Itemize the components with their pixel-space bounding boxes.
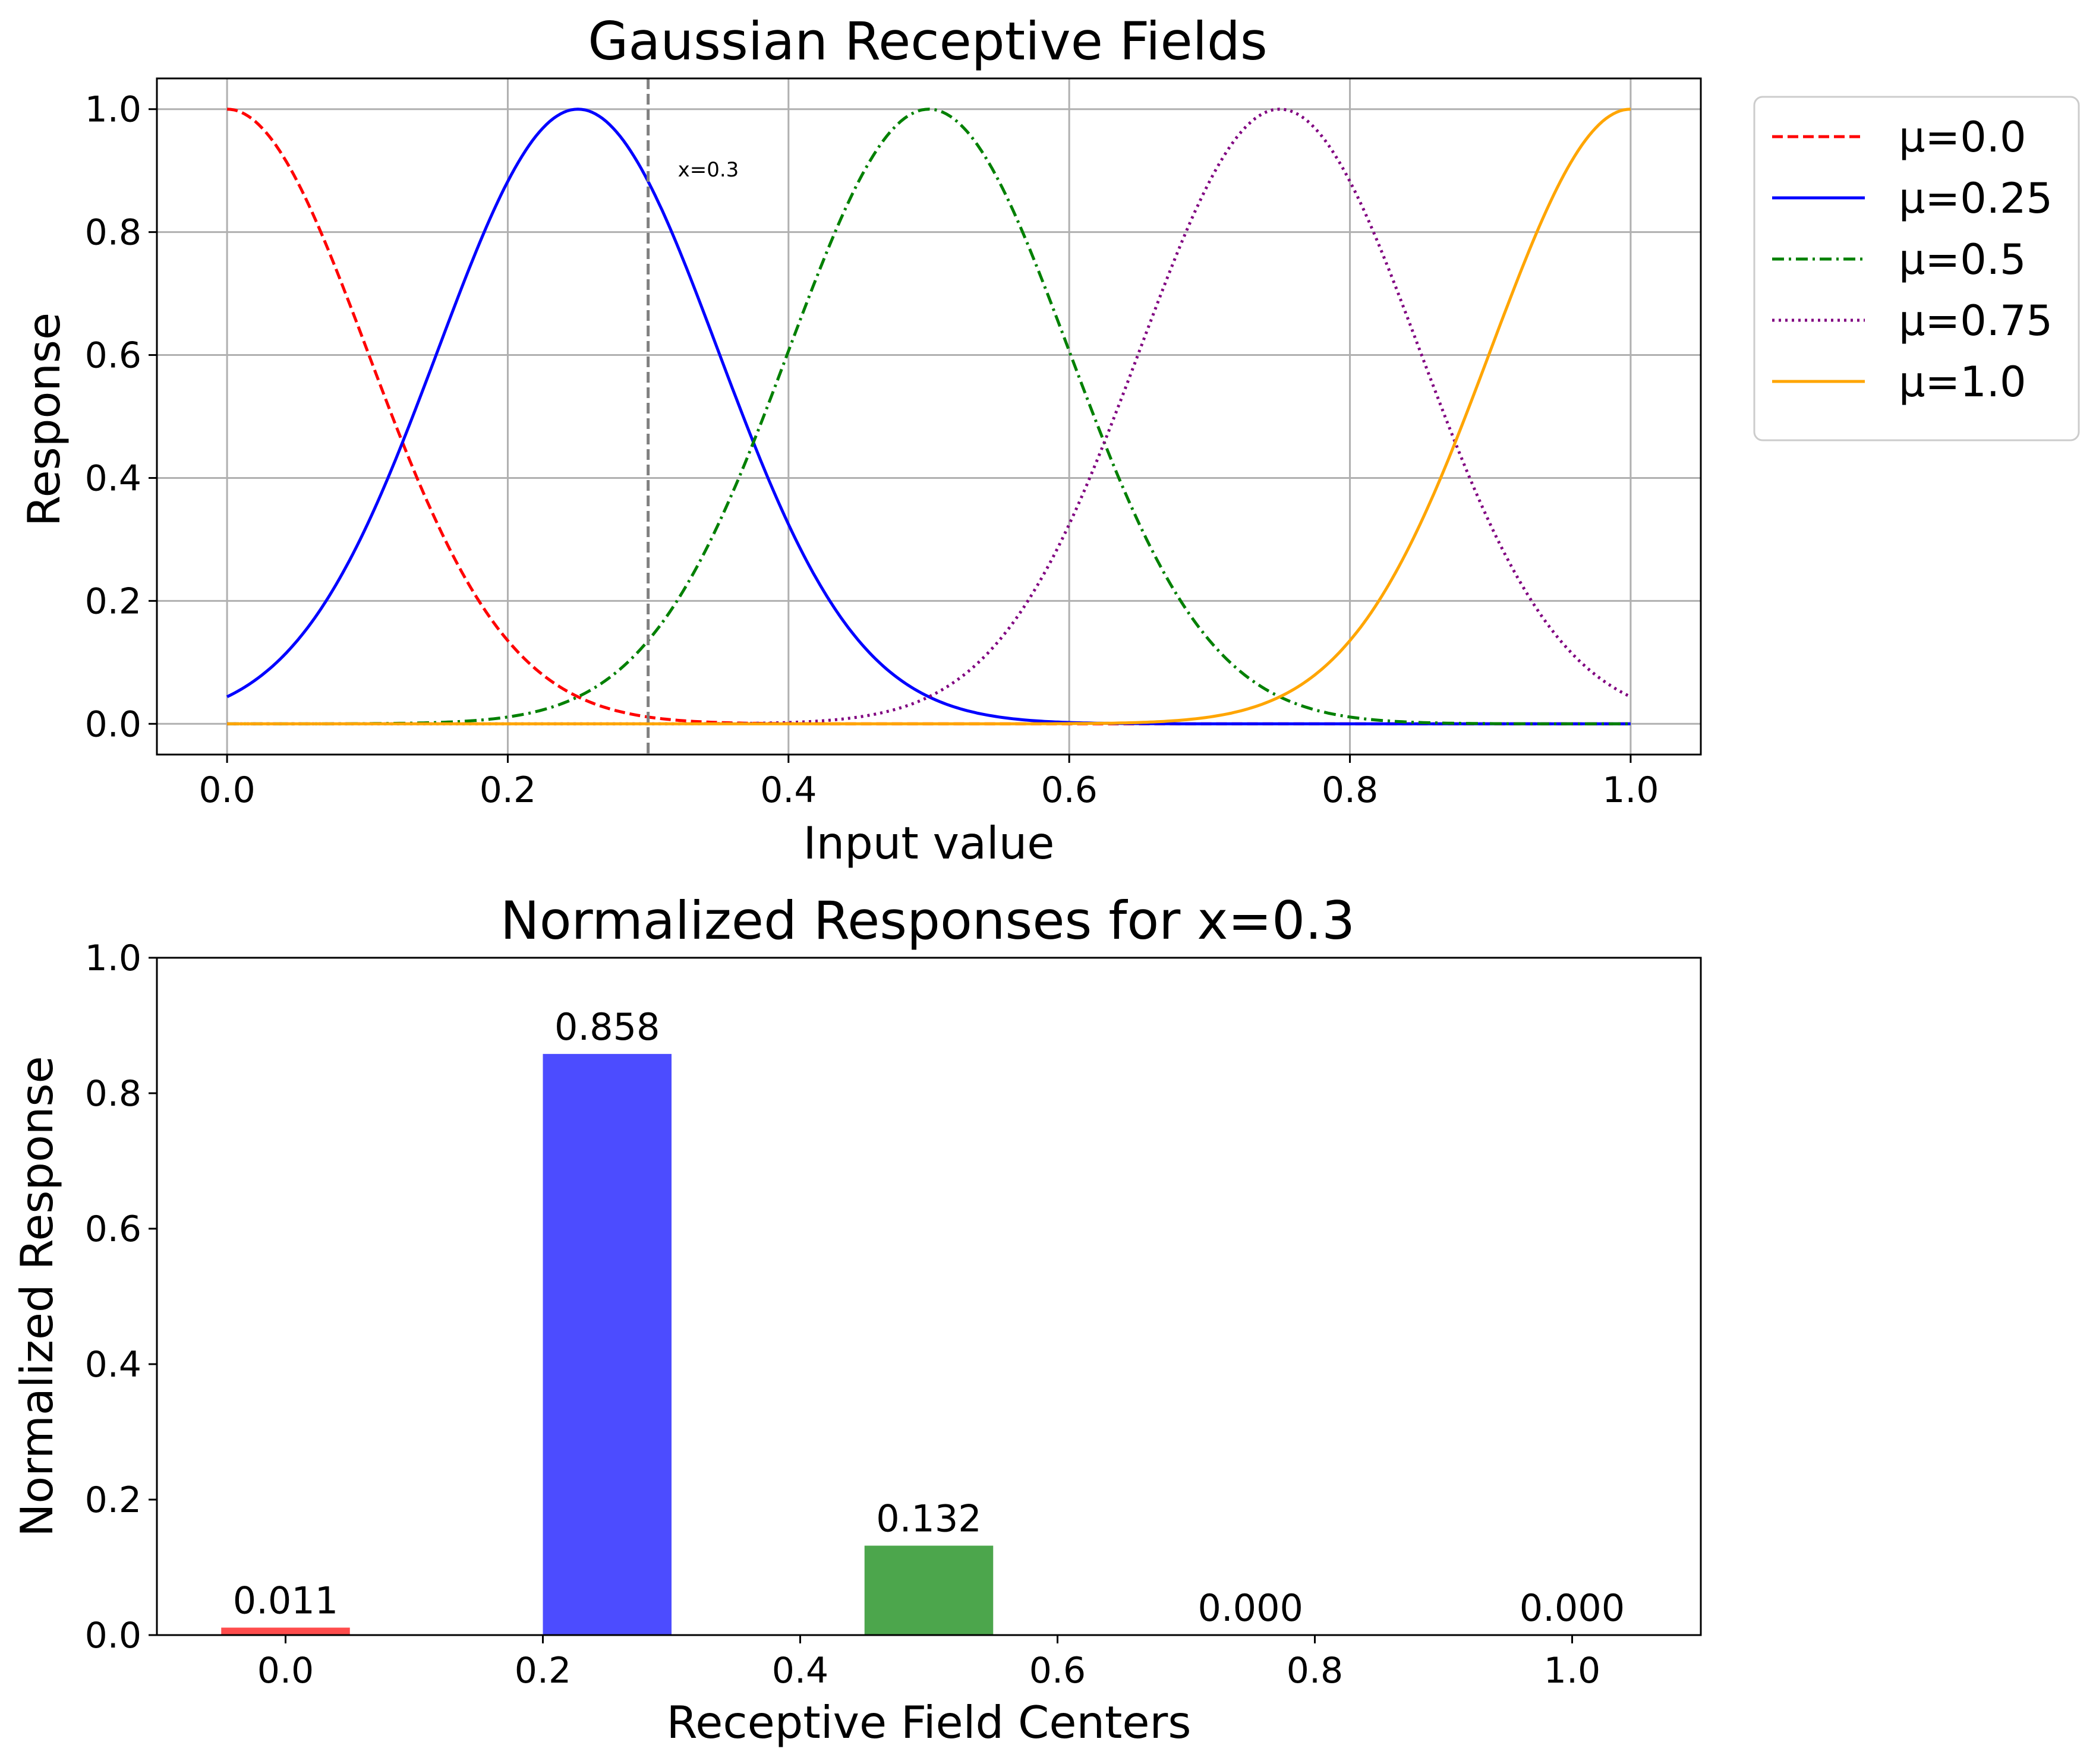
bar-value-label-1: 0.858 — [554, 1005, 660, 1049]
top-x-tick-label: 0.6 — [1041, 769, 1097, 811]
series-line-4 — [227, 108, 1631, 725]
top-x-tick-label: 0.8 — [1322, 769, 1378, 811]
bottom-y-tick-label: 0.6 — [85, 1208, 141, 1250]
gaussian-receptive-fields-panel: Gaussian Receptive Fields x=0.3 0.0 0.2 0.… — [18, 11, 2080, 869]
legend-label-4: μ=1.0 — [1899, 358, 2026, 406]
top-x-tick-label: 0.4 — [760, 769, 817, 811]
bar-value-label-3: 0.000 — [1198, 1586, 1304, 1630]
bottom-x-tick-label: 0.2 — [515, 1650, 571, 1692]
bottom-chart-title: Normalized Responses for x=0.3 — [500, 890, 1355, 951]
bottom-bars — [221, 1053, 994, 1635]
top-x-axis-label: Input value — [803, 817, 1055, 869]
bottom-y-tick-label: 0.8 — [85, 1073, 141, 1115]
top-x-tick-label: 0.0 — [198, 769, 255, 811]
bar-value-label-2: 0.132 — [876, 1497, 982, 1541]
legend-label-0: μ=0.0 — [1899, 113, 2026, 162]
bottom-y-tick-label: 1.0 — [85, 938, 141, 979]
top-y-tick-label: 0.6 — [85, 335, 141, 377]
top-y-tick-label: 0.8 — [85, 212, 141, 254]
legend-label-3: μ=0.75 — [1899, 296, 2053, 345]
series-line-1 — [226, 108, 1631, 725]
top-axes-frame — [156, 77, 1702, 756]
bottom-x-tick-label: 0.8 — [1287, 1650, 1343, 1692]
bottom-bar-labels: 0.011 0.858 0.132 0.000 0.000 — [233, 1005, 1625, 1630]
top-x-tick-label: 1.0 — [1602, 769, 1659, 811]
top-y-ticks: 0.0 0.2 0.4 0.6 0.8 1.0 — [85, 89, 157, 745]
bar-value-label-0: 0.011 — [233, 1579, 339, 1622]
bar-2 — [864, 1545, 994, 1635]
bottom-y-axis-label: Normalized Response — [11, 1056, 63, 1536]
bottom-y-ticks: 0.0 0.2 0.4 0.6 0.8 1.0 — [85, 938, 157, 1656]
bottom-x-axis-label: Receptive Field Centers — [667, 1696, 1192, 1749]
legend-frame — [1753, 96, 2080, 441]
bar-value-label-4: 0.000 — [1520, 1586, 1625, 1630]
legend: μ=0.0 μ=0.25 μ=0.5 μ=0.75 μ=1.0 — [1753, 96, 2080, 441]
bottom-x-tick-label: 0.4 — [772, 1650, 828, 1692]
bottom-x-tick-label: 1.0 — [1544, 1650, 1600, 1692]
top-y-tick-label: 0.4 — [85, 457, 141, 499]
top-y-tick-label: 0.0 — [85, 703, 141, 745]
legend-label-2: μ=0.5 — [1899, 235, 2026, 284]
top-y-tick-label: 0.2 — [85, 580, 141, 622]
x-marker-group: x=0.3 — [647, 78, 739, 755]
bottom-y-tick-label: 0.0 — [85, 1615, 141, 1656]
top-x-tick-label: 0.2 — [480, 769, 536, 811]
top-y-axis-label: Response — [18, 313, 70, 526]
bottom-x-tick-label: 0.6 — [1029, 1650, 1086, 1692]
x-marker-label: x=0.3 — [678, 158, 739, 182]
top-y-tick-label: 1.0 — [85, 89, 141, 131]
bottom-axes-frame — [156, 957, 1702, 1636]
bottom-y-tick-label: 0.2 — [85, 1479, 141, 1521]
top-x-ticks: 0.0 0.2 0.4 0.6 0.8 1.0 — [198, 755, 1659, 811]
legend-label-1: μ=0.25 — [1899, 174, 2053, 223]
bar-0 — [221, 1627, 350, 1635]
bottom-y-tick-label: 0.4 — [85, 1344, 141, 1386]
bar-1 — [543, 1053, 672, 1635]
bottom-x-ticks: 0.0 0.2 0.4 0.6 0.8 1.0 — [257, 1635, 1600, 1692]
series-line-2 — [227, 108, 1631, 725]
top-curves — [226, 108, 1632, 725]
top-chart-title: Gaussian Receptive Fields — [588, 11, 1268, 72]
normalized-responses-panel: Normalized Responses for x=0.3 0.0 0.2 0.4… — [11, 890, 1702, 1749]
bottom-x-tick-label: 0.0 — [257, 1650, 314, 1692]
